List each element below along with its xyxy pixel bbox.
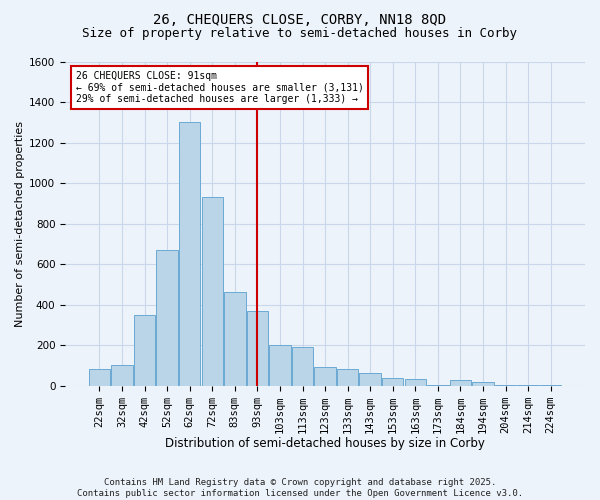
Bar	[337, 370, 358, 386]
Bar	[224, 292, 245, 386]
Bar	[359, 374, 381, 386]
Y-axis label: Number of semi-detached properties: Number of semi-detached properties	[15, 120, 25, 326]
Bar	[540, 384, 562, 386]
Bar	[134, 314, 155, 386]
Text: 26 CHEQUERS CLOSE: 91sqm
← 69% of semi-detached houses are smaller (3,131)
29% o: 26 CHEQUERS CLOSE: 91sqm ← 69% of semi-d…	[76, 71, 364, 104]
Bar	[179, 122, 200, 386]
Text: Contains HM Land Registry data © Crown copyright and database right 2025.
Contai: Contains HM Land Registry data © Crown c…	[77, 478, 523, 498]
Bar	[404, 378, 426, 386]
Bar	[450, 380, 471, 386]
Bar	[157, 250, 178, 386]
Bar	[202, 197, 223, 386]
Text: Size of property relative to semi-detached houses in Corby: Size of property relative to semi-detach…	[83, 28, 517, 40]
Bar	[247, 310, 268, 386]
Bar	[269, 345, 290, 386]
Bar	[472, 382, 494, 386]
Bar	[89, 370, 110, 386]
Bar	[292, 347, 313, 386]
Bar	[427, 384, 449, 386]
Bar	[314, 368, 336, 386]
Bar	[112, 366, 133, 386]
X-axis label: Distribution of semi-detached houses by size in Corby: Distribution of semi-detached houses by …	[165, 437, 485, 450]
Text: 26, CHEQUERS CLOSE, CORBY, NN18 8QD: 26, CHEQUERS CLOSE, CORBY, NN18 8QD	[154, 12, 446, 26]
Bar	[517, 384, 539, 386]
Bar	[382, 378, 403, 386]
Bar	[495, 384, 516, 386]
